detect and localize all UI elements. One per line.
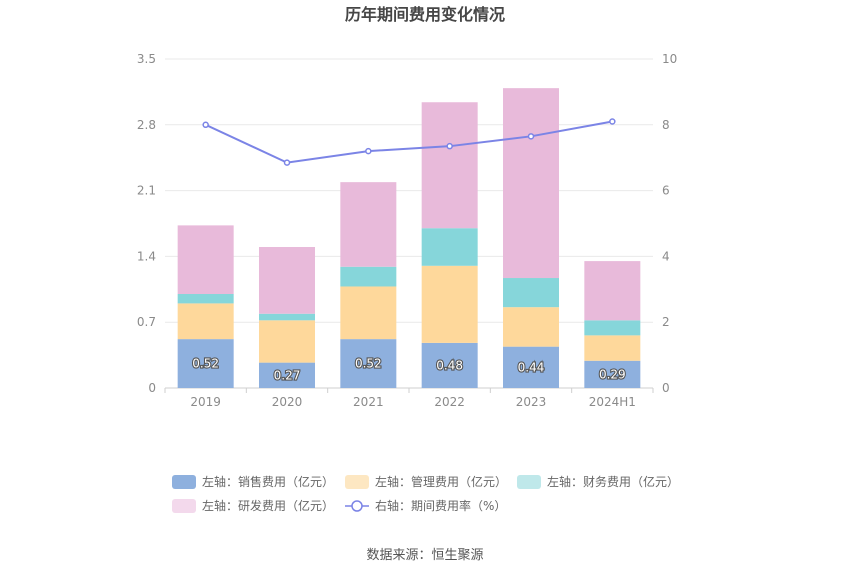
right-axis-tick: 10: [662, 52, 677, 66]
rate-line-path: [205, 120, 613, 164]
bar-data-label: 0.44: [518, 360, 545, 374]
bar-data-label: 0.27: [274, 368, 301, 382]
x-axis-tick: 2022: [434, 395, 465, 409]
grid-lines: [165, 58, 653, 389]
bar-segment: [340, 182, 397, 267]
bar-segment: [584, 335, 641, 361]
bar-segment: [177, 339, 234, 388]
left-axis-tick: 1.4: [137, 249, 156, 263]
bar-segment: [259, 362, 315, 388]
chart-title: 历年期间费用变化情况: [345, 5, 505, 24]
legend-label: 左轴：销售费用（亿元）: [202, 474, 334, 489]
axis-labels: 0 0.7 1.4 2.1 2.8 3.5 0 2 4 6 8 10 2019 2020 2021 2022 2…: [137, 52, 677, 409]
bar-segment: [340, 266, 397, 287]
legend-label: 左轴：研发费用（亿元）: [202, 498, 334, 513]
bar-segment: [421, 228, 478, 266]
bar-segment: [177, 303, 234, 340]
source-note: 数据来源：恒生聚源: [366, 548, 483, 563]
bar-segment: [584, 360, 641, 388]
bar-segment: [421, 342, 478, 388]
left-axis-tick: 2.1: [137, 184, 156, 198]
bar-segment: [584, 261, 641, 321]
left-axis-tick: 0: [148, 381, 156, 395]
right-axis-tick: 2: [662, 315, 670, 329]
bar-segment: [259, 247, 315, 314]
bar-data-label: 0.48: [436, 358, 463, 372]
rate-line-point: [527, 133, 535, 140]
bar-segment: [503, 346, 559, 388]
bar-segment: [421, 102, 478, 229]
rate-line-point: [283, 159, 291, 166]
legend-label: 左轴：财务费用（亿元）: [547, 474, 679, 489]
x-axis-tick: 2021: [353, 395, 384, 409]
bar-segment: [503, 278, 559, 308]
rate-line-point: [202, 121, 209, 129]
bar-segment: [340, 339, 397, 388]
x-axis-tick: 2019: [190, 395, 221, 409]
bar-segment: [584, 320, 641, 336]
right-axis-tick: 6: [662, 184, 670, 198]
bar-segment: [421, 265, 478, 343]
rate-line: [202, 118, 616, 166]
bar-data-label: 0.52: [355, 357, 382, 371]
bar-data-label: 0.29: [599, 367, 626, 381]
bar-segment: [177, 225, 234, 294]
bar-segment: [340, 286, 397, 340]
legend: 左轴：销售费用（亿元） 左轴：管理费用（亿元） 左轴：财务费用（亿元） 左轴：研发费用…: [172, 474, 679, 513]
legend-swatch: [172, 499, 196, 513]
bar-stacks: 0.52 0.27 0.52 0.48 0.44 0.29: [177, 88, 641, 388]
legend-swatch: [345, 475, 369, 489]
legend-label: 右轴：期间费用率（%）: [375, 498, 506, 513]
bar-segment: [503, 307, 559, 347]
bar-segment: [259, 313, 315, 321]
x-axis-tick: 2024H1: [589, 395, 636, 409]
bar-segment: [177, 294, 234, 304]
right-axis-tick: 4: [662, 249, 670, 263]
right-axis-tick: 0: [662, 381, 670, 395]
bar-segment: [259, 320, 315, 363]
bar-data-label: 0.52: [192, 357, 219, 371]
legend-swatch: [517, 475, 541, 489]
legend-line-marker: [351, 500, 363, 512]
left-axis-tick: 0.7: [137, 315, 156, 329]
bar-segment: [503, 88, 559, 279]
rate-line-point: [609, 118, 616, 125]
rate-line-point: [446, 142, 453, 150]
left-axis-tick: 3.5: [137, 52, 156, 66]
legend-label: 左轴：管理费用（亿元）: [375, 474, 507, 489]
right-axis-tick: 8: [662, 118, 670, 132]
left-axis-tick: 2.8: [137, 118, 156, 132]
x-axis-tick: 2020: [272, 395, 303, 409]
x-axis-tick: 2023: [516, 395, 547, 409]
rate-line-point: [365, 147, 372, 155]
legend-swatch: [172, 475, 196, 489]
